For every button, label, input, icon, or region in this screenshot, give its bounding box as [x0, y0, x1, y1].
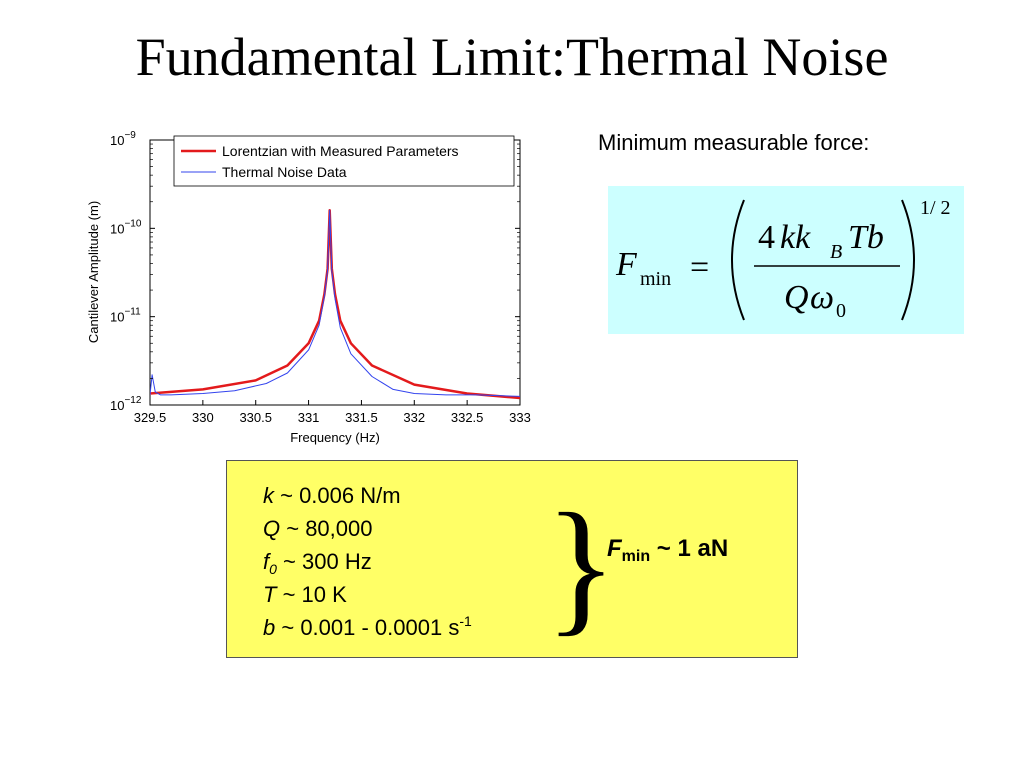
formula-equation: F min = 4 kk B Tb Q ω 0 1/ 2 — [615, 197, 951, 322]
param-T-value: ~ 10 K — [276, 582, 347, 607]
y-tick-label: 10−9 — [110, 130, 136, 148]
param-b-value: ~ 0.001 - 0.0001 s — [275, 615, 460, 640]
legend-box — [173, 135, 515, 187]
param-Q-value: ~ 80,000 — [280, 516, 373, 541]
result-subscript: min — [621, 548, 651, 565]
param-k: k ~ 0.006 N/m — [263, 479, 472, 512]
param-Q-symbol: Q — [263, 516, 281, 541]
param-T: T ~ 10 K — [263, 578, 472, 611]
force-label: Minimum measurable force: — [598, 130, 870, 155]
param-f0-subscript: 0 — [269, 561, 277, 577]
formula-num-Tb: Tb — [848, 219, 884, 256]
x-axis-label: Frequency (Hz) — [290, 430, 380, 445]
plot-clip-group — [150, 209, 520, 400]
param-b-symbol: b — [263, 615, 276, 640]
parameters-list: k ~ 0.006 N/m Q ~ 80,000 f0 ~ 300 Hz T ~… — [263, 479, 472, 644]
thermal-noise-chart: 329.5 330 330.5 331 331.5 332 332.5 333 10−9 10−… — [86, 130, 531, 445]
formula-box: F min = 4 kk B Tb Q ω 0 1/ 2 — [608, 186, 964, 334]
x-tick-label: 331 — [298, 410, 320, 425]
curly-brace: } — [545, 483, 617, 649]
param-Q: Q ~ 80,000 — [263, 512, 472, 545]
formula-num-kk: kk — [780, 219, 811, 256]
y-tick-label: 10−11 — [110, 307, 141, 325]
formula-exponent: 1/ 2 — [920, 197, 951, 219]
legend-label-noise-data: Thermal Noise Data — [222, 164, 347, 180]
param-k-value: ~ 0.006 N/m — [274, 483, 401, 508]
slide-title: Fundamental Limit:Thermal Noise — [135, 27, 889, 87]
formula-den-Q: Q — [784, 279, 809, 316]
result-fmin: Fmin ~ 1 aN — [607, 535, 729, 565]
param-f0-value: ~ 300 Hz — [276, 549, 372, 574]
formula-left-paren — [731, 199, 745, 321]
chart-legend: Lorentzian with Measured Parameters Ther… — [173, 135, 515, 187]
param-f0-symbol: f — [263, 549, 270, 574]
param-b-superscript: -1 — [459, 613, 472, 629]
formula-den-omega: ω — [810, 279, 834, 316]
formula-equals: = — [690, 249, 709, 286]
y-tick-label: 10−10 — [110, 218, 142, 236]
formula-lhs-var: F — [615, 246, 638, 283]
param-f0: f0 ~ 300 Hz — [263, 545, 472, 578]
formula-num-B: B — [830, 241, 842, 263]
legend-label-lorentzian: Lorentzian with Measured Parameters — [222, 143, 459, 159]
param-b: b ~ 0.001 - 0.0001 s-1 — [263, 611, 472, 644]
formula-den-0: 0 — [836, 300, 846, 322]
series-line-1 — [150, 209, 520, 397]
parameters-box: k ~ 0.006 N/m Q ~ 80,000 f0 ~ 300 Hz T ~… — [226, 460, 798, 658]
x-tick-label: 330.5 — [239, 410, 272, 425]
result-value: ~ 1 aN — [650, 535, 729, 562]
result-symbol: F — [607, 535, 622, 562]
formula-right-paren — [901, 199, 915, 321]
formula-num-4: 4 — [758, 219, 775, 256]
x-tick-label: 330 — [192, 410, 214, 425]
x-tick-label: 329.5 — [134, 410, 167, 425]
param-k-symbol: k — [263, 483, 274, 508]
x-tick-label: 331.5 — [345, 410, 378, 425]
formula-lhs-sub: min — [640, 268, 671, 290]
x-tick-label: 333 — [509, 410, 531, 425]
y-axis-label: Cantilever Amplitude (m) — [86, 201, 101, 343]
x-tick-label: 332 — [403, 410, 425, 425]
param-T-symbol: T — [263, 582, 277, 607]
y-tick-label: 10−12 — [110, 395, 142, 413]
x-tick-label: 332.5 — [451, 410, 484, 425]
